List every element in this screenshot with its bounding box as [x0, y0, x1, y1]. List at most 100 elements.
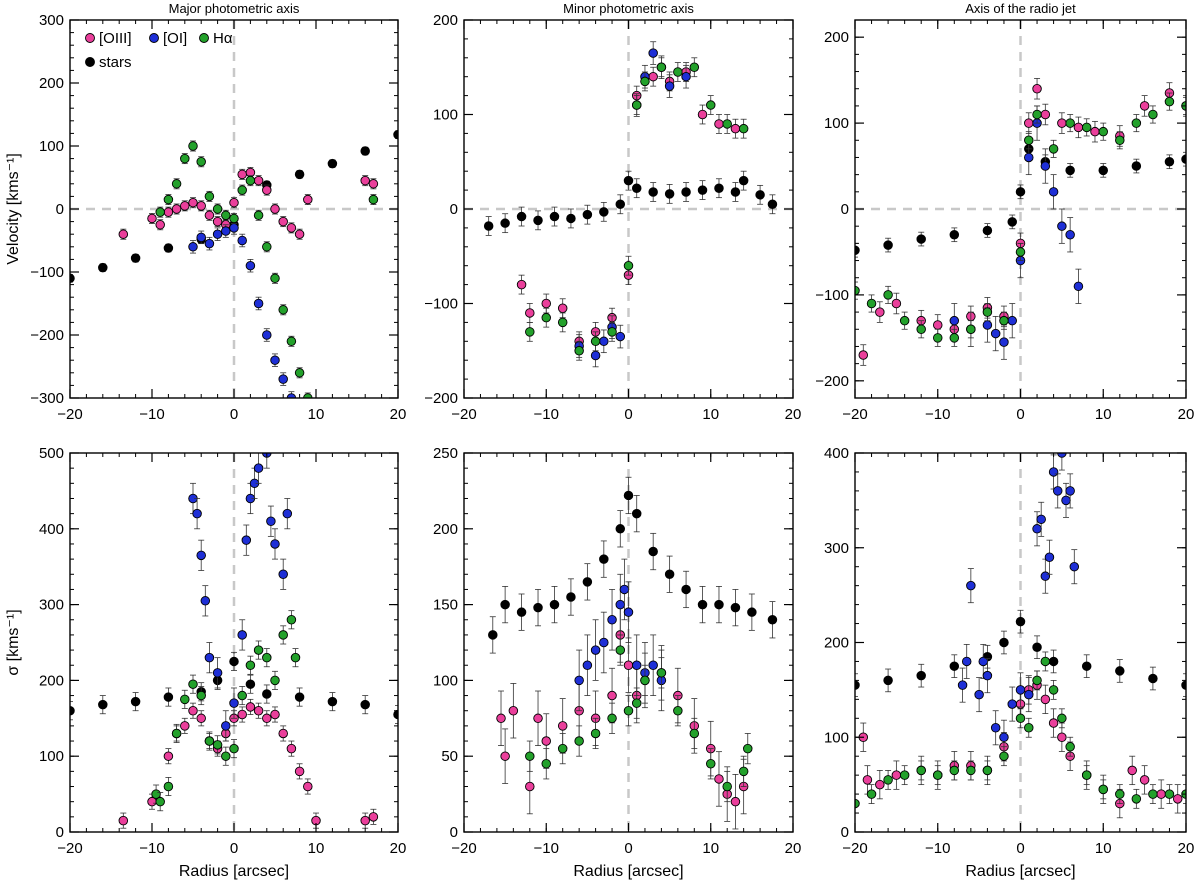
data-point — [615, 331, 626, 342]
data-point — [262, 330, 272, 340]
data-point — [656, 62, 667, 73]
data-point — [282, 508, 293, 519]
series-stars — [855, 141, 1186, 258]
data-point — [891, 770, 902, 780]
data-point — [899, 315, 910, 326]
data-point — [229, 213, 239, 224]
data-point — [266, 516, 276, 526]
data-point — [1164, 789, 1175, 799]
data-point — [237, 690, 247, 701]
data-point — [990, 328, 1001, 339]
y-tick-label: 0 — [450, 201, 458, 218]
data-point — [1065, 230, 1075, 240]
data-point — [229, 698, 239, 708]
data-point — [303, 194, 313, 205]
y-tick-label: 200 — [824, 29, 849, 46]
x-axis-label: Radius [arcsec] — [179, 863, 289, 880]
data-point — [1052, 486, 1063, 496]
data-point — [237, 185, 247, 195]
data-point — [1015, 247, 1026, 257]
data-point — [623, 660, 634, 670]
data-point — [245, 260, 256, 271]
x-tick-label: −20 — [451, 840, 476, 857]
data-point — [933, 333, 943, 343]
data-point — [1081, 661, 1092, 671]
x-tick-label: 0 — [1016, 840, 1024, 857]
x-tick-label: −10 — [925, 840, 950, 857]
panel-title: Major photometric axis — [169, 1, 300, 16]
data-point — [1172, 794, 1183, 804]
data-point — [541, 736, 552, 746]
data-point — [286, 393, 297, 398]
data-point — [278, 728, 288, 739]
data-point — [648, 546, 658, 557]
data-point — [730, 796, 741, 807]
x-tick-label: 10 — [1095, 840, 1112, 857]
data-layer — [855, 78, 1186, 366]
data-point — [681, 71, 691, 82]
x-tick-label: −10 — [139, 840, 164, 857]
y-tick-label: −200 — [815, 373, 849, 390]
data-point — [582, 660, 593, 670]
series-h — [855, 92, 1186, 347]
data-point — [221, 210, 231, 221]
data-point — [714, 183, 724, 193]
data-layer — [483, 41, 778, 368]
data-layer — [488, 476, 778, 830]
data-point — [648, 660, 658, 670]
data-point — [866, 298, 877, 309]
data-point — [1115, 789, 1125, 799]
data-point — [1024, 689, 1034, 700]
x-tick-label: 20 — [1178, 406, 1195, 423]
data-point — [393, 709, 398, 720]
y-tick-label: −300 — [30, 390, 64, 407]
data-point — [982, 765, 993, 776]
data-point — [631, 183, 642, 193]
data-point — [949, 661, 960, 671]
data-point — [221, 721, 231, 731]
data-point — [229, 743, 239, 754]
data-point — [196, 690, 206, 701]
data-layer — [855, 453, 1186, 819]
data-point — [619, 584, 630, 595]
data-point — [1048, 656, 1059, 667]
data-point — [360, 175, 370, 186]
series-h — [525, 634, 753, 803]
data-point — [590, 350, 601, 361]
data-point — [516, 279, 527, 290]
data-point — [648, 71, 658, 82]
data-point — [541, 298, 552, 309]
x-tick-label: −20 — [842, 406, 867, 423]
data-point — [212, 216, 223, 227]
data-point — [253, 298, 264, 309]
data-point — [118, 815, 129, 826]
data-point — [640, 76, 650, 87]
data-point — [730, 123, 741, 134]
data-point — [130, 696, 141, 707]
data-point — [533, 215, 543, 226]
data-point — [697, 599, 708, 610]
data-point — [1098, 165, 1108, 176]
data-point — [221, 226, 231, 236]
data-point — [590, 645, 601, 655]
data-point — [525, 327, 535, 337]
data-point — [982, 307, 993, 317]
data-point — [883, 240, 893, 250]
data-point — [70, 273, 75, 284]
data-point — [1032, 83, 1042, 94]
x-tick-label: 10 — [702, 840, 719, 857]
data-point — [327, 696, 338, 707]
data-point — [574, 736, 584, 746]
data-point — [155, 207, 165, 217]
x-tick-label: −10 — [925, 406, 950, 423]
data-point — [1164, 156, 1175, 167]
data-point — [697, 185, 708, 195]
data-point — [286, 615, 297, 625]
y-tick-label: 400 — [39, 521, 64, 538]
data-point — [990, 723, 1001, 733]
data-point — [245, 660, 256, 670]
data-point — [204, 191, 215, 202]
data-point — [171, 204, 182, 214]
data-point — [982, 320, 993, 330]
